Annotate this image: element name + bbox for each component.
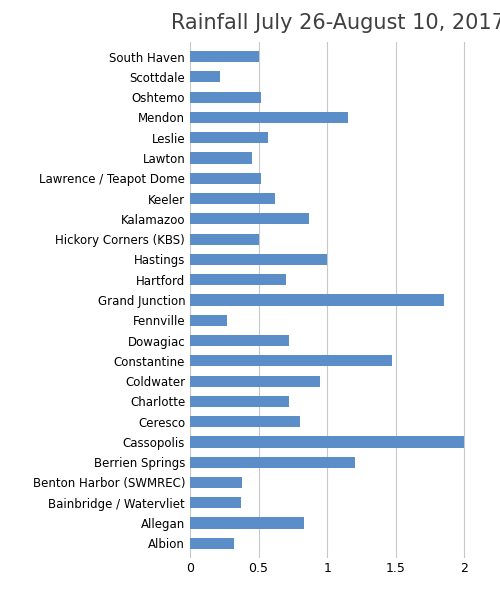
Bar xyxy=(190,538,234,549)
Bar xyxy=(190,173,262,184)
Bar xyxy=(190,416,300,427)
Bar xyxy=(190,193,275,204)
Bar xyxy=(190,233,258,245)
Bar xyxy=(190,132,268,143)
Bar xyxy=(190,396,289,407)
Bar xyxy=(190,315,227,326)
Bar xyxy=(190,335,289,346)
Title: Rainfall July 26-August 10, 2017: Rainfall July 26-August 10, 2017 xyxy=(170,13,500,33)
Bar xyxy=(190,274,286,285)
Bar xyxy=(190,254,327,265)
Bar xyxy=(190,295,444,305)
Bar xyxy=(190,51,258,62)
Bar xyxy=(190,355,392,367)
Bar xyxy=(190,92,262,103)
Bar xyxy=(190,112,348,123)
Bar xyxy=(190,72,220,82)
Bar xyxy=(190,376,320,387)
Bar xyxy=(190,213,310,224)
Bar xyxy=(190,477,242,488)
Bar xyxy=(190,518,304,528)
Bar xyxy=(190,497,241,508)
Bar xyxy=(190,153,252,164)
Bar xyxy=(190,436,464,447)
Bar xyxy=(190,457,354,468)
